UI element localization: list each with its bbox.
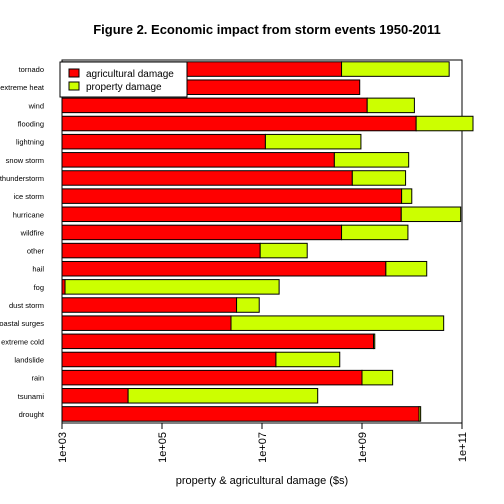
bar-property-thunderstorm	[351, 170, 407, 186]
y-tick-label: other	[27, 247, 45, 256]
bar-agricultural-wind	[61, 97, 368, 114]
plot-frame	[61, 59, 463, 424]
bar-property-rain	[361, 369, 394, 386]
y-tick-label: coastal surges	[0, 319, 44, 328]
chart-title: Figure 2. Economic impact from storm eve…	[93, 22, 441, 37]
bar-agricultural-landslide	[61, 351, 277, 368]
y-tick-label: drought	[19, 410, 45, 419]
y-tick-label: snow storm	[6, 156, 44, 165]
bar-agricultural-tsunami	[61, 388, 129, 404]
legend-label: agricultural damage	[86, 69, 174, 80]
bar-agricultural-drought	[61, 406, 420, 422]
y-tick-label: extreme cold	[1, 337, 44, 346]
y-tick-label: landslide	[14, 355, 44, 364]
bar-property-wind	[366, 97, 415, 114]
bar-property-hurricane	[400, 206, 462, 223]
y-tick-label: rain	[31, 374, 44, 383]
x-tick-label: 1e+03	[57, 432, 69, 463]
y-tick-label: lightning	[16, 138, 44, 147]
x-axis-label: property & agricultural damage ($s)	[175, 475, 349, 487]
bar-property-snow-storm	[333, 152, 410, 168]
bar-property-lightning	[264, 133, 362, 150]
y-tick-label: hurricane	[13, 210, 44, 219]
bar-property-extreme-cold	[373, 333, 376, 350]
bar-property-wildfire	[341, 224, 409, 241]
bar-agricultural-wildfire	[61, 224, 343, 241]
bar-agricultural-ice-storm	[61, 188, 403, 204]
bar-agricultural-snow-storm	[61, 152, 335, 168]
y-tick-label: wind	[28, 101, 44, 110]
y-tick-label: ice storm	[14, 192, 44, 201]
bar-property-ice-storm	[401, 188, 413, 204]
bar-property-drought	[418, 406, 422, 422]
x-tick-label: 1e+11	[457, 432, 469, 462]
bar-agricultural-other	[61, 242, 261, 259]
legend	[59, 61, 188, 98]
bar-property-fog	[64, 279, 280, 295]
x-tick-label: 1e+07	[257, 432, 269, 463]
bar-property-flooding	[415, 115, 474, 132]
bar-agricultural-hail	[61, 260, 387, 277]
bar-agricultural-coastal-surges	[61, 315, 232, 331]
bar-agricultural-extreme-cold	[61, 333, 375, 350]
bar-agricultural-dust-storm	[61, 297, 238, 313]
y-tick-label: wildfire	[20, 228, 44, 237]
y-tick-label: flooding	[18, 120, 44, 129]
bar-agricultural-hurricane	[61, 206, 402, 223]
legend-swatch	[68, 68, 80, 78]
bar-property-coastal-surges	[230, 315, 445, 331]
bar-property-tsunami	[127, 388, 319, 404]
y-tick-label: hail	[32, 265, 44, 274]
y-tick-label: tsunami	[18, 392, 45, 401]
x-tick-label: 1e+09	[357, 432, 369, 463]
bar-property-tornado	[341, 61, 450, 77]
bar-agricultural-lightning	[61, 133, 266, 150]
x-tick-label: 1e+05	[157, 432, 169, 463]
legend-label: property damage	[86, 82, 162, 93]
y-tick-label: fog	[34, 283, 44, 292]
legend-swatch	[68, 81, 80, 91]
y-tick-label: extreme heat	[0, 83, 45, 92]
bar-property-dust-storm	[236, 297, 260, 313]
bar-property-hail	[385, 260, 428, 277]
y-tick-label: dust storm	[9, 301, 44, 310]
bar-property-other	[259, 242, 308, 259]
y-tick-label: tornado	[19, 65, 44, 74]
bar-property-landslide	[275, 351, 341, 368]
bar-agricultural-flooding	[61, 115, 417, 132]
bar-agricultural-rain	[61, 369, 363, 386]
y-tick-label: thunderstorm	[0, 174, 44, 183]
bar-agricultural-thunderstorm	[61, 170, 353, 186]
